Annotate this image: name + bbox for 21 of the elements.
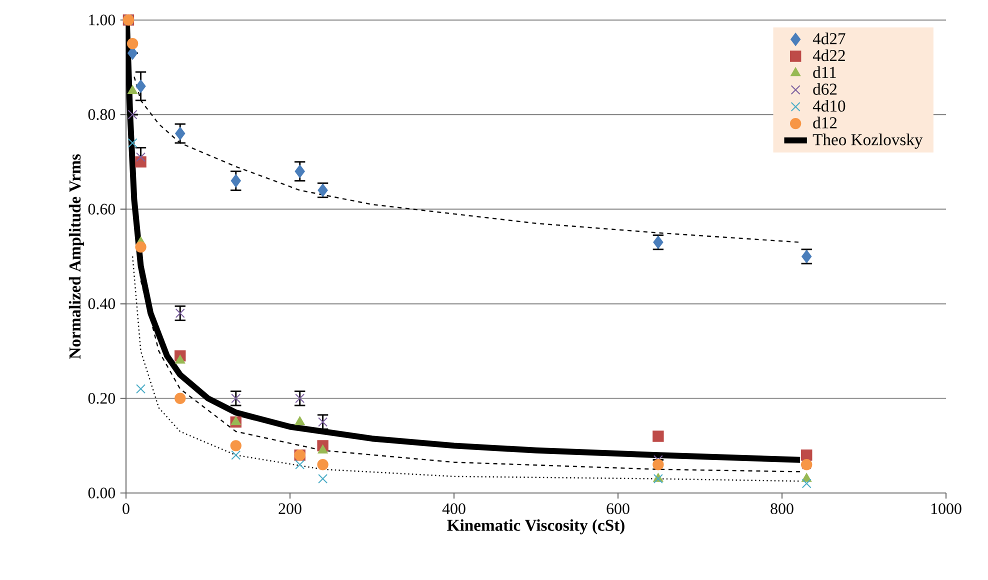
y-tick-label: 0.60 — [88, 204, 116, 215]
legend-label: 4d27 — [812, 32, 846, 44]
legend-label: Theo Kozlovsky — [812, 134, 923, 149]
x-tick-label: 1000 — [931, 503, 962, 514]
x-tick-label: 200 — [278, 503, 302, 514]
x-tick-label: 600 — [606, 503, 630, 514]
y-tick-label: 0.20 — [88, 392, 116, 404]
x-tick-label: 400 — [442, 503, 466, 514]
y-tick-label: 0.80 — [88, 109, 116, 120]
x-tick-label: 0 — [122, 503, 130, 514]
x-tick-label: 800 — [770, 503, 794, 514]
y-axis-title: Normalized Amplitude Vrms — [68, 154, 84, 359]
x-axis-title: Kinematic Viscosity (cSt) — [447, 519, 624, 534]
legend-label: d62 — [813, 83, 837, 95]
legend-label: 4d10 — [812, 100, 846, 112]
legend-label: 4d22 — [812, 49, 845, 62]
y-tick-label: 0.40 — [88, 298, 116, 310]
legend-label: d11 — [813, 66, 836, 78]
legend-label: d12 — [813, 116, 837, 128]
y-tick-label: 0.00 — [88, 488, 116, 498]
y-tick-label: 1.00 — [89, 14, 116, 26]
